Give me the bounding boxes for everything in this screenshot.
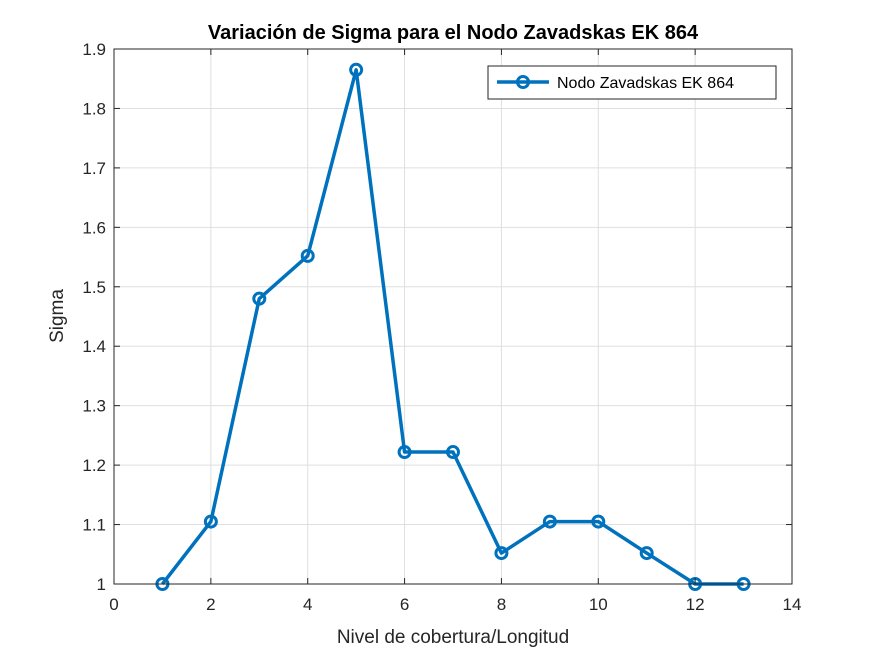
plot-background <box>114 49 792 584</box>
chart-title: Variación de Sigma para el Nodo Zavadska… <box>208 22 699 44</box>
grid <box>114 49 792 584</box>
data-point <box>349 62 364 77</box>
x-tick-label: 12 <box>686 595 705 614</box>
legend-marker-sample <box>516 75 530 89</box>
legend: Nodo Zavadskas EK 864 <box>487 65 777 100</box>
y-tick-label: 1.8 <box>82 99 106 118</box>
data-point <box>639 546 654 561</box>
y-tick-label: 1.9 <box>82 40 106 59</box>
x-tick-label: 0 <box>109 595 118 614</box>
data-point <box>252 291 267 306</box>
data-point <box>542 514 557 529</box>
data-point <box>203 514 218 529</box>
x-axis-label: Nivel de cobertura/Longitud <box>337 627 569 648</box>
plot-area: 0 2 4 6 8 10 12 14 1 1.1 1.2 1.3 1.4 1.5 1.6 1.7 1.8 1.9 <box>82 40 801 614</box>
series-layer <box>155 62 751 591</box>
data-point <box>591 514 606 529</box>
data-point <box>446 445 460 460</box>
data-point <box>397 445 412 460</box>
x-tick-label: 6 <box>400 595 409 614</box>
x-tick-label: 8 <box>497 595 506 614</box>
data-point <box>300 248 315 263</box>
data-point <box>494 546 509 561</box>
x-tick-label: 2 <box>206 595 215 614</box>
x-tick-label: 14 <box>783 595 802 614</box>
y-tick-label: 1.4 <box>82 337 106 356</box>
y-tick-label: 1 <box>97 575 106 594</box>
y-axis-label: Sigma <box>47 289 68 343</box>
y-tick-label: 1.2 <box>82 456 106 475</box>
axes-box <box>113 48 793 585</box>
legend-entry-label: Nodo Zavadskas EK 864 <box>557 75 734 92</box>
y-tick-label: 1.7 <box>82 159 106 178</box>
y-tick-label: 1.6 <box>82 218 106 237</box>
y-tick-label: 1.1 <box>82 516 106 535</box>
ticks: 0 2 4 6 8 10 12 14 1 1.1 1.2 1.3 1.4 1.5 1.6 1.7 1.8 1.9 <box>82 40 801 614</box>
x-tick-label: 4 <box>303 595 312 614</box>
x-tick-label: 10 <box>589 595 608 614</box>
y-tick-label: 1.3 <box>82 397 106 416</box>
series-line <box>161 68 744 586</box>
y-tick-label: 1.5 <box>82 278 106 297</box>
